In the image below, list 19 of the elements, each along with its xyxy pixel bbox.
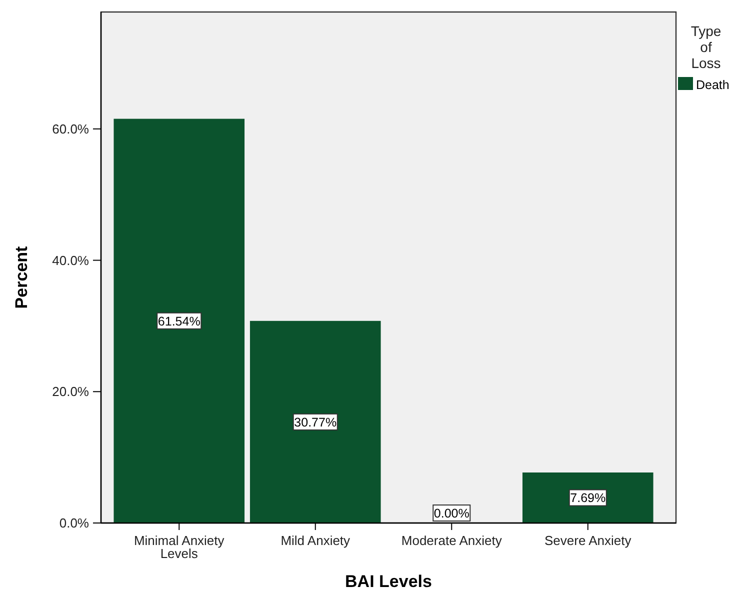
x-tick-label: Mild Anxiety [280,533,351,548]
y-tick-label: 60.0% [52,121,90,136]
x-axis-title: BAI Levels [345,572,432,591]
y-tick-label: 0.0% [59,516,90,530]
bar [114,118,245,523]
legend-title: Type of Loss [690,23,722,71]
x-tick-label: Severe Anxiety [544,533,632,548]
x-tick-label: Moderate Anxiety [401,533,502,548]
data-label: 61.54% [158,314,200,328]
legend-label: Death [696,78,730,92]
bar [250,320,381,523]
y-tick-label: 20.0% [52,384,90,400]
data-label: 0.00% [434,506,470,520]
y-axis-title: Percent [12,246,31,309]
y-tick-label: 40.0% [52,252,90,268]
x-tick-label: Minimal Anxiety Levels [134,533,225,561]
data-label: 30.77% [294,415,337,430]
data-label: 7.69% [570,491,606,506]
bar [522,472,654,523]
